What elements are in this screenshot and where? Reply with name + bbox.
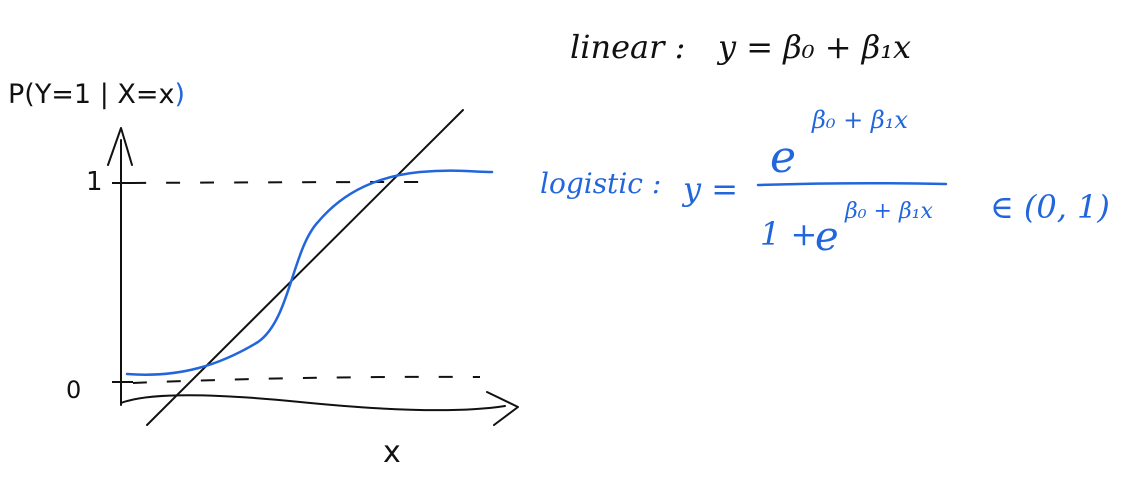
logistic-label: logistic : (540, 167, 661, 200)
logistic-denominator-exponent: β₀ + β₁x (844, 199, 933, 224)
logistic-numerator-exponent: β₀ + β₁x (811, 106, 908, 134)
dashed-line-y1 (131, 181, 431, 184)
y-axis-label-paren: ) (174, 79, 185, 110)
logistic-denominator-one: 1 + (760, 215, 817, 253)
logistic-numerator-base: e (770, 132, 796, 183)
y-axis-arrow (107, 127, 133, 166)
x-axis-label: x (383, 435, 401, 470)
x-axis-arrow (486, 391, 519, 426)
logistic-y-equals: y = (681, 170, 738, 208)
dashed-line-y0 (132, 375, 481, 384)
x-axis (120, 394, 506, 412)
y-axis-label: P(Y=1 | X=x) (8, 79, 185, 110)
linear-formula: y = β₀ + β₁x (716, 28, 911, 66)
logistic-denominator-base: e (815, 214, 839, 260)
linear-label: linear : (570, 28, 685, 66)
logistic-range: ∈ (0, 1) (990, 188, 1110, 226)
logistic-fraction-bar (756, 181, 948, 187)
linear-fit-line (146, 109, 464, 426)
logistic-curve (125, 169, 494, 376)
tick-label-zero: 0 (66, 376, 81, 404)
y-axis-label-main: P(Y=1 | X=x (8, 79, 174, 110)
tick-label-one: 1 (86, 167, 103, 197)
